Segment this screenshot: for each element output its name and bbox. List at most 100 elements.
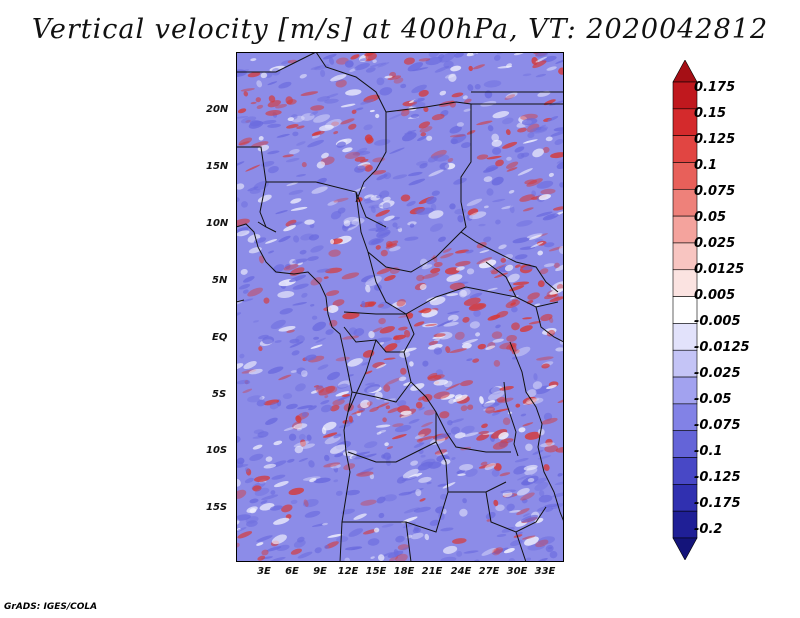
field-cell	[485, 512, 496, 520]
field-cell	[536, 180, 554, 189]
field-cell	[531, 190, 537, 197]
field-cell	[478, 463, 496, 469]
field-cell	[369, 109, 375, 113]
field-cell	[355, 107, 364, 111]
field-cell	[473, 309, 481, 317]
field-cell	[395, 226, 401, 230]
field-cell	[459, 464, 474, 471]
colorbar-label: 0.05	[694, 210, 727, 225]
field-cell	[348, 327, 357, 335]
field-cell	[420, 458, 436, 467]
field-cell	[543, 242, 555, 248]
field-cell	[250, 101, 257, 105]
field-cell	[556, 161, 564, 170]
field-cell	[499, 386, 514, 391]
field-cell	[514, 264, 521, 268]
field-cell	[422, 272, 440, 279]
field-cell	[460, 142, 472, 149]
field-cell	[549, 296, 564, 303]
field-cell	[516, 508, 530, 516]
field-cell	[286, 124, 299, 129]
field-cell	[342, 311, 360, 320]
field-cell	[454, 52, 464, 58]
field-cell	[482, 432, 495, 436]
field-cell	[309, 111, 319, 116]
field-cell	[342, 335, 359, 340]
field-cell	[400, 413, 413, 418]
field-cell	[556, 283, 564, 290]
field-cell	[316, 268, 331, 273]
field-cell	[428, 210, 444, 219]
field-cell	[487, 125, 494, 132]
field-cell	[341, 394, 351, 397]
field-cell	[277, 290, 295, 299]
field-cell	[527, 292, 540, 300]
field-cell	[407, 130, 413, 135]
field-cell	[396, 400, 407, 407]
lat-label: 15S	[206, 502, 228, 513]
field-cell	[332, 399, 345, 406]
field-cell	[537, 536, 555, 545]
field-cell	[384, 275, 396, 281]
field-cell	[311, 186, 328, 194]
field-cell	[463, 98, 472, 104]
field-cell	[492, 147, 502, 155]
field-cell	[533, 373, 538, 381]
field-cell	[364, 384, 381, 393]
field-cell	[479, 396, 484, 404]
field-cell	[291, 350, 300, 356]
field-cell	[514, 254, 528, 260]
field-cell	[365, 284, 371, 293]
field-cell	[490, 270, 499, 275]
lon-label: 30E	[506, 566, 528, 577]
field-cell	[515, 403, 521, 408]
field-cell	[463, 550, 479, 554]
field-cell	[466, 268, 475, 275]
field-cell	[456, 469, 466, 474]
field-cell	[347, 358, 363, 367]
field-cell	[519, 325, 533, 333]
colorbar-label: -0.0125	[694, 340, 750, 355]
field-cell	[414, 434, 425, 439]
field-cell	[249, 508, 257, 514]
field-cell	[330, 463, 341, 469]
field-cell	[294, 445, 304, 454]
field-cell	[500, 257, 507, 263]
field-cell	[550, 130, 564, 137]
field-cell	[309, 223, 315, 229]
field-cell	[455, 249, 470, 254]
field-cell	[348, 528, 364, 537]
field-cell	[423, 106, 429, 113]
field-cell	[348, 415, 353, 423]
field-cell	[534, 481, 549, 491]
field-cell	[450, 418, 464, 424]
field-cell	[422, 360, 429, 367]
field-cell	[288, 487, 305, 496]
field-cell	[540, 442, 555, 448]
field-cell	[398, 376, 407, 382]
field-cell	[546, 66, 557, 71]
field-cell	[273, 481, 289, 488]
field-cell	[461, 425, 475, 434]
field-cell	[491, 429, 508, 439]
field-cell	[247, 395, 263, 403]
field-cell	[324, 395, 329, 399]
field-cell	[378, 317, 386, 325]
field-cell	[326, 93, 339, 98]
field-cell	[495, 219, 501, 225]
field-cell	[292, 131, 299, 137]
colorbar-label: 0.1	[694, 158, 718, 173]
field-cell	[504, 264, 514, 272]
field-cell	[375, 245, 381, 250]
field-cell	[321, 427, 327, 435]
field-cell	[439, 52, 456, 63]
field-cell	[384, 75, 393, 79]
colorbar	[672, 60, 698, 560]
field-cell	[438, 236, 446, 242]
vertical-velocity-map[interactable]	[236, 52, 564, 562]
colorbar-swatch	[672, 81, 698, 110]
field-cell	[372, 327, 383, 333]
field-cell	[478, 223, 486, 227]
field-cell	[256, 542, 264, 546]
field-cell	[278, 326, 296, 332]
